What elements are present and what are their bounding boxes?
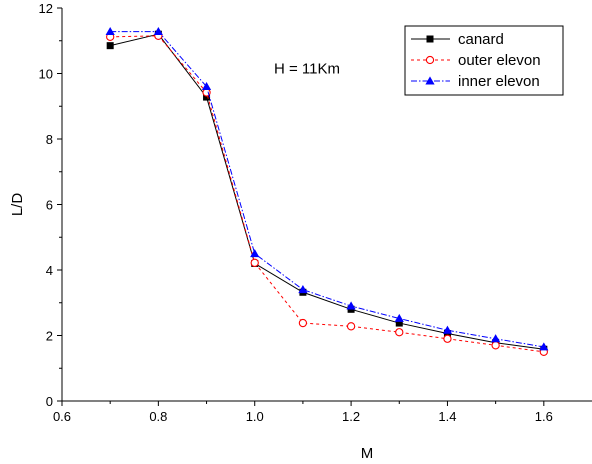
data-point [250,249,260,258]
series-line [110,31,544,348]
x-tick-label: 1.0 [246,409,264,424]
data-point [201,82,212,91]
x-tick-label: 1.4 [438,409,456,424]
axes: 0.6 0.8 1.0 1.2 1.4 1.6 0 2 4 6 8 10 12 M L/D [9,1,592,462]
series-inner-elevon [105,26,549,351]
data-point [442,325,453,334]
x-tick-label: 1.2 [342,409,360,424]
legend-entry: inner elevon [458,73,540,90]
data-point [491,341,500,350]
data-point [153,26,163,36]
data-point [346,322,356,331]
y-tick-label: 8 [46,132,53,147]
y-tick-label: 6 [46,198,53,213]
series-layer [105,26,549,357]
legend-marker [425,55,435,65]
data-point [298,318,308,328]
series-line [110,33,544,350]
data-point [491,334,501,343]
y-tick-label: 10 [39,67,53,82]
legend-entry: outer elevon [458,52,541,69]
data-point [106,42,114,50]
data-point [105,26,115,36]
legend: canard outer elevon inner elevon [404,25,564,96]
data-point [395,319,403,327]
y-tick-label: 2 [46,329,53,344]
legend-marker [425,76,435,85]
data-point [203,93,211,101]
series-line [110,35,544,353]
data-point [539,342,549,351]
y-tick-label: 0 [46,394,53,409]
legend-entry: canard [458,31,504,48]
y-axis-label: L/D [9,193,26,217]
x-tick-label: 0.8 [149,409,167,424]
data-point [443,334,452,343]
legend-marker [426,35,434,43]
legend-items: canard outer elevon inner elevon [411,31,541,90]
y-tick-label: 12 [39,1,53,16]
data-point [346,301,356,310]
x-tick-label: 0.6 [53,409,71,424]
x-tick-label: 1.6 [535,409,553,424]
y-tick-label: 4 [46,263,53,278]
data-point [298,285,308,294]
data-point [395,328,404,337]
altitude-annotation: H = 11Km [274,61,340,78]
data-point [394,313,404,322]
x-axis-label: M [361,445,374,462]
data-point [250,258,259,267]
